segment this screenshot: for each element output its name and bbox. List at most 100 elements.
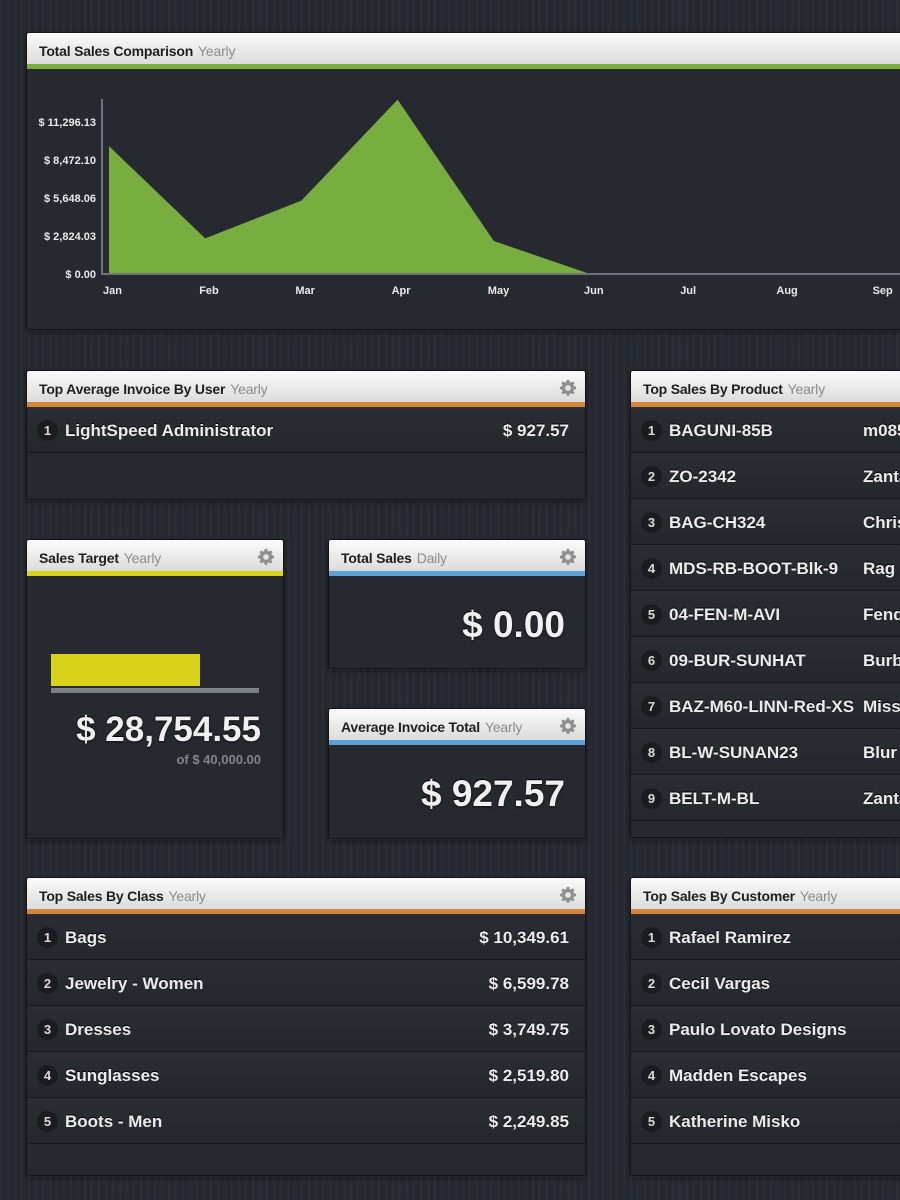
class-name: Sunglasses xyxy=(65,1066,160,1085)
list-item[interactable]: 1 Bags $ 10,349.61 xyxy=(27,914,585,960)
list-item[interactable]: 2 Jewelry - Women $ 6,599.78 xyxy=(27,960,585,1006)
x-tick-label: Jul xyxy=(680,285,696,297)
panel-period: Yearly xyxy=(230,381,268,397)
progress-track xyxy=(51,688,259,693)
class-name: Jewelry - Women xyxy=(65,974,204,993)
list-item[interactable]: 3 Dresses $ 3,749.75 xyxy=(27,1006,585,1052)
total-sales-comparison-panel: Total Sales Comparison Yearly $ 0.00 $ 2,8… xyxy=(26,32,900,330)
progress-bar-fill xyxy=(51,654,200,686)
product-sku: BELT-M-BL xyxy=(669,789,760,808)
gear-icon[interactable] xyxy=(559,379,577,397)
rank-number: 1 xyxy=(641,420,662,441)
list-item[interactable]: 1 BAGUNI-85B m085 xyxy=(631,407,900,453)
x-tick-label: Sep xyxy=(873,285,893,297)
rank-number: 5 xyxy=(37,1111,58,1132)
panel-title: Top Average Invoice By User Yearly xyxy=(39,381,268,397)
panel-period: Daily xyxy=(416,550,447,566)
list-item[interactable]: 2 Cecil Vargas xyxy=(631,960,900,1006)
rank-number: 1 xyxy=(37,420,58,441)
rank-number: 1 xyxy=(37,927,58,948)
customer-name: Cecil Vargas xyxy=(669,974,771,993)
y-tick-label: $ 0.00 xyxy=(65,269,96,281)
y-tick-label: $ 5,648.06 xyxy=(44,193,96,205)
panel-title: Top Sales By Customer Yearly xyxy=(643,888,838,904)
top-sales-by-product-panel: Top Sales By Product Yearly 1 BAGUNI-85B m0… xyxy=(630,370,900,838)
rank-number: 4 xyxy=(37,1065,58,1086)
rank-number: 2 xyxy=(641,973,662,994)
row-value: $ 2,519.80 xyxy=(488,1066,569,1085)
avg-invoice-by-user-panel: Top Average Invoice By User Yearly 1 Ligh… xyxy=(26,370,586,500)
gear-icon[interactable] xyxy=(559,548,577,566)
list-item[interactable]: 2 ZO-2342 Zanta xyxy=(631,453,900,499)
x-tick-label: Apr xyxy=(392,285,412,297)
panel-title: Sales Target Yearly xyxy=(39,550,162,566)
rank-number: 2 xyxy=(641,466,662,487)
list-item[interactable]: 7 BAZ-M60-LINN-Red-XS Miss xyxy=(631,683,900,729)
product-brand: Zanta xyxy=(863,467,900,486)
list-item[interactable]: 6 09-BUR-SUNHAT Burbe xyxy=(631,637,900,683)
rank-number: 3 xyxy=(37,1019,58,1040)
list-item[interactable]: 8 BL-W-SUNAN23 Blur C xyxy=(631,729,900,775)
rank-number: 5 xyxy=(641,604,662,625)
product-sku: BAZ-M60-LINN-Red-XS xyxy=(669,697,855,716)
list-item[interactable]: 1 LightSpeed Administrator $ 927.57 xyxy=(27,407,585,453)
list-item[interactable]: 3 Paulo Lovato Designs xyxy=(631,1006,900,1052)
customer-name: Rafael Ramirez xyxy=(669,928,791,947)
panel-title: Total Sales Comparison Yearly xyxy=(39,43,236,59)
gear-icon[interactable] xyxy=(257,548,275,566)
product-brand: Zanta xyxy=(863,789,900,808)
product-sku: BL-W-SUNAN23 xyxy=(669,743,799,762)
product-brand: m085 xyxy=(863,421,900,440)
y-tick-label: $ 11,296.13 xyxy=(38,117,96,129)
row-value: $ 927.57 xyxy=(502,421,569,440)
sales-target-amount: $ 28,754.55 xyxy=(76,710,261,749)
product-brand: Burbe xyxy=(863,651,900,670)
panel-header: Top Average Invoice By User Yearly xyxy=(27,371,585,407)
rank-number: 1 xyxy=(641,927,662,948)
rank-number: 3 xyxy=(641,512,662,533)
list-item[interactable]: 9 BELT-M-BL Zanta xyxy=(631,775,900,821)
product-brand: Blur C xyxy=(863,743,900,762)
customer-name: Paulo Lovato Designs xyxy=(669,1020,847,1039)
top-sales-by-customer-panel: Top Sales By Customer Yearly 1 Rafael Rami… xyxy=(630,877,900,1176)
list-item[interactable]: 3 BAG-CH324 Chris xyxy=(631,499,900,545)
list-item[interactable]: 5 Boots - Men $ 2,249.85 xyxy=(27,1098,585,1144)
panel-header: Sales Target Yearly xyxy=(27,540,283,576)
panel-period: Yearly xyxy=(799,888,838,904)
rank-number: 7 xyxy=(641,696,662,717)
rank-number: 2 xyxy=(37,973,58,994)
average-invoice-amount: $ 927.57 xyxy=(420,773,565,814)
panel-header: Total Sales Daily xyxy=(329,540,585,576)
product-sku: ZO-2342 xyxy=(669,467,737,486)
gear-icon[interactable] xyxy=(559,717,577,735)
panel-header: Average Invoice Total Yearly xyxy=(329,709,585,745)
row-value: $ 3,749.75 xyxy=(488,1020,569,1039)
x-tick-label: May xyxy=(488,285,510,297)
rank-number: 6 xyxy=(641,650,662,671)
product-brand: Rag & xyxy=(863,559,900,578)
gear-icon[interactable] xyxy=(559,886,577,904)
list-item[interactable]: 4 MDS-RB-BOOT-Blk-9 Rag & xyxy=(631,545,900,591)
top-sales-by-class-panel: Top Sales By Class Yearly 1 Bags $ 10,349.6… xyxy=(26,877,586,1176)
panel-period: Yearly xyxy=(484,719,523,735)
panel-title: Total Sales Daily xyxy=(341,550,447,566)
row-value: $ 10,349.61 xyxy=(479,928,569,947)
x-tick-label: Feb xyxy=(199,285,219,297)
list-item[interactable]: 1 Rafael Ramirez xyxy=(631,914,900,960)
list-item[interactable]: 5 Katherine Misko xyxy=(631,1098,900,1144)
product-sku: BAG-CH324 xyxy=(669,513,766,532)
sales-area-series xyxy=(109,99,590,274)
rank-number: 3 xyxy=(641,1019,662,1040)
list-item[interactable]: 4 Madden Escapes xyxy=(631,1052,900,1098)
panel-header: Total Sales Comparison Yearly xyxy=(27,33,900,69)
class-name: Bags xyxy=(65,928,107,947)
panel-header: Top Sales By Class Yearly xyxy=(27,878,585,914)
rank-number: 4 xyxy=(641,1065,662,1086)
product-sku: BAGUNI-85B xyxy=(669,421,773,440)
list-item[interactable]: 4 Sunglasses $ 2,519.80 xyxy=(27,1052,585,1098)
product-sku: MDS-RB-BOOT-Blk-9 xyxy=(669,559,839,578)
panel-title: Top Sales By Product Yearly xyxy=(643,381,825,397)
list-item[interactable]: 5 04-FEN-M-AVI Fend xyxy=(631,591,900,637)
class-name: Dresses xyxy=(65,1020,132,1039)
x-tick-label: Aug xyxy=(776,285,797,297)
